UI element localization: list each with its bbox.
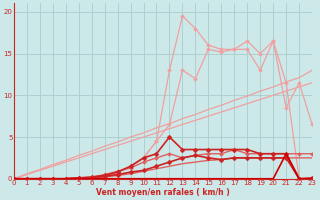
- X-axis label: Vent moyen/en rafales ( km/h ): Vent moyen/en rafales ( km/h ): [96, 188, 230, 197]
